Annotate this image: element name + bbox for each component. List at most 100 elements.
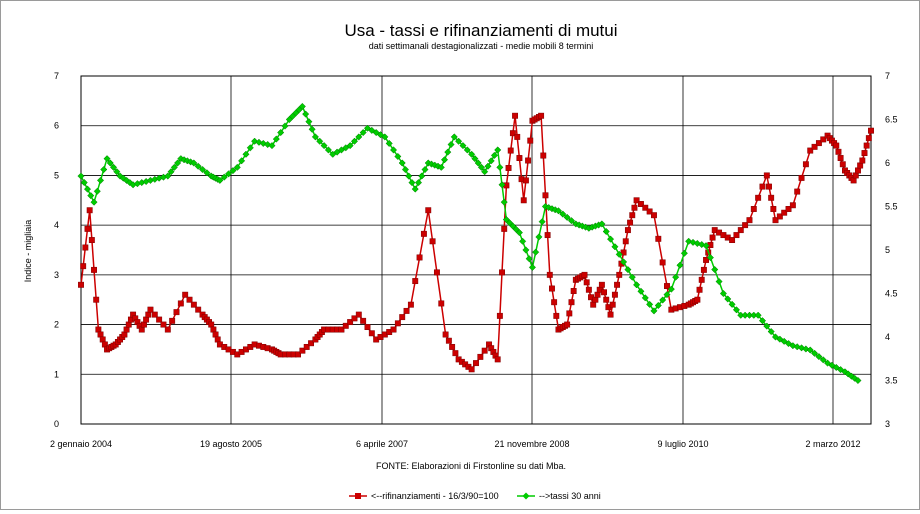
data-point	[186, 296, 193, 303]
data-point	[429, 238, 436, 245]
data-point	[99, 336, 106, 343]
data-point	[444, 148, 452, 156]
data-point	[364, 324, 371, 331]
chart-subtitle: dati settimanali destagionalizzati - med…	[369, 41, 594, 51]
data-point	[820, 136, 827, 143]
data-point	[251, 137, 259, 145]
data-point	[654, 301, 662, 310]
data-point	[857, 162, 864, 169]
data-point	[615, 250, 623, 258]
data-point	[210, 326, 217, 333]
data-point	[527, 137, 534, 144]
data-point	[242, 150, 250, 158]
data-point	[401, 165, 410, 174]
data-point	[522, 177, 529, 184]
data-point	[425, 207, 432, 214]
data-point	[746, 217, 753, 224]
data-point	[614, 281, 621, 288]
data-point	[811, 349, 819, 357]
data-point	[566, 310, 573, 317]
data-point	[750, 206, 757, 212]
right-tick-label: 3	[885, 419, 890, 429]
data-point	[703, 256, 710, 263]
data-point	[525, 157, 532, 164]
data-point	[802, 161, 809, 168]
data-point	[418, 172, 426, 180]
data-point	[763, 322, 771, 330]
data-point	[214, 336, 221, 343]
data-point	[702, 242, 710, 250]
data-point	[198, 165, 207, 174]
data-point	[125, 321, 132, 328]
right-tick-label: 3.5	[885, 376, 898, 386]
data-point	[620, 258, 628, 266]
series-line-1	[80, 114, 872, 371]
data-point	[473, 360, 479, 367]
data-point	[324, 146, 332, 154]
left-tick-label: 3	[54, 270, 59, 280]
data-point	[520, 197, 527, 204]
data-point	[84, 225, 91, 232]
data-point	[500, 198, 508, 206]
data-point	[694, 296, 701, 303]
data-point	[416, 254, 423, 261]
data-point	[776, 213, 783, 220]
data-point	[449, 343, 456, 350]
data-point	[789, 202, 796, 209]
left-axis-ticks: 0 1 2 3 4 5 6 7	[54, 71, 59, 429]
series-layer	[77, 102, 874, 385]
data-point	[87, 192, 95, 200]
x-tick-label: 2 gennaio 2004	[50, 439, 112, 449]
data-point	[303, 343, 310, 350]
data-point	[421, 165, 429, 174]
data-point	[216, 176, 224, 184]
data-point	[515, 229, 523, 237]
data-point	[360, 317, 367, 324]
data-point	[594, 291, 601, 298]
data-point	[837, 366, 845, 374]
data-point	[90, 198, 98, 206]
right-tick-label: 4.5	[885, 289, 898, 299]
data-point	[607, 235, 615, 243]
data-point	[793, 343, 801, 351]
data-point	[637, 287, 645, 295]
data-point	[164, 172, 172, 180]
data-point	[737, 227, 744, 234]
data-point	[839, 161, 846, 168]
data-point	[616, 271, 623, 278]
data-point	[88, 237, 95, 244]
left-tick-label: 2	[54, 320, 59, 330]
data-point	[507, 147, 514, 154]
right-tick-label: 6.5	[885, 115, 898, 125]
data-point	[759, 183, 766, 190]
data-point	[549, 285, 555, 292]
right-tick-label: 5.5	[885, 202, 898, 212]
data-point	[468, 366, 475, 373]
data-point	[164, 326, 171, 333]
data-point	[602, 227, 610, 236]
data-point	[496, 163, 504, 171]
data-point	[603, 296, 610, 303]
data-point	[850, 177, 857, 184]
data-point	[651, 212, 657, 219]
data-point	[832, 363, 840, 372]
data-point	[655, 235, 662, 242]
x-tick-label: 21 novembre 2008	[494, 439, 569, 449]
data-point	[709, 234, 716, 241]
data-point	[481, 168, 489, 176]
series-markers-2	[77, 102, 862, 385]
data-point	[182, 291, 189, 298]
y-axis-label: Indice - migliaia	[23, 220, 33, 283]
data-point	[407, 301, 414, 308]
data-point	[631, 204, 638, 211]
data-point	[342, 322, 349, 329]
data-point	[268, 142, 276, 150]
data-point	[551, 299, 558, 306]
data-point	[622, 238, 629, 245]
data-point	[246, 144, 254, 152]
data-point	[611, 243, 619, 251]
data-point	[570, 288, 577, 294]
data-point	[394, 320, 401, 327]
data-point	[598, 281, 605, 288]
